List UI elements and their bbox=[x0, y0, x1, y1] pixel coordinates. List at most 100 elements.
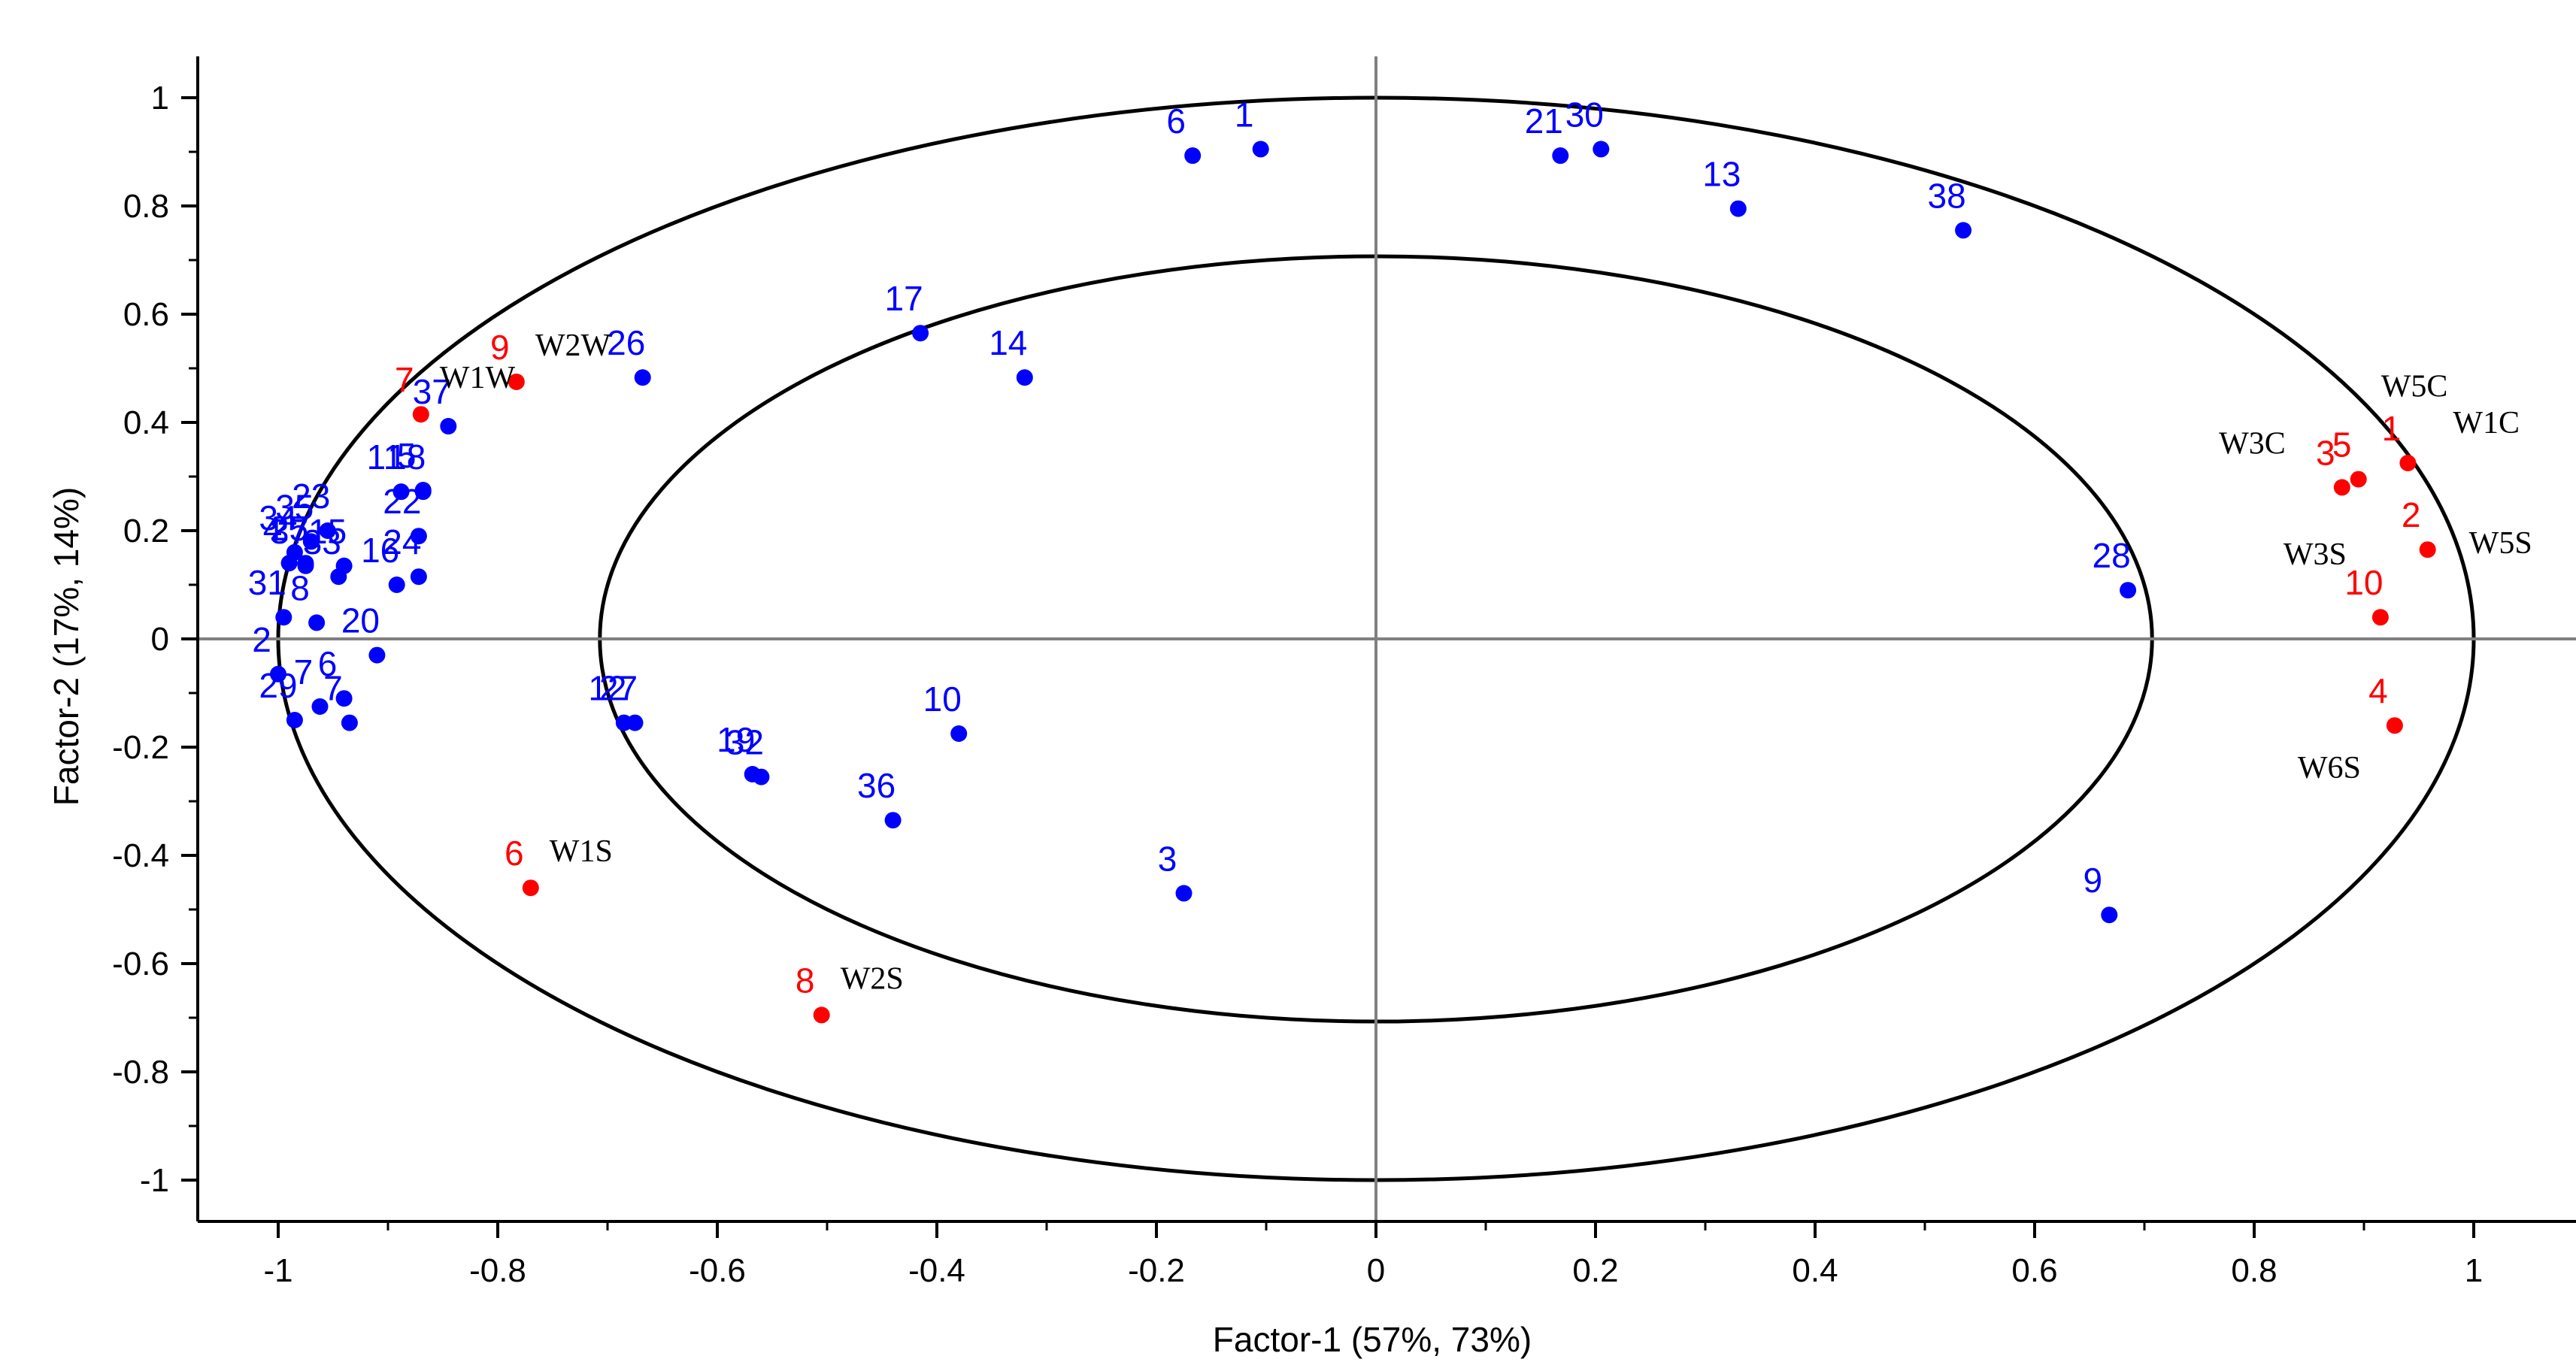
compound-number-label: 29 bbox=[259, 666, 297, 705]
sensor-number-label: 9 bbox=[490, 328, 510, 367]
sensor-point bbox=[2386, 717, 2403, 734]
sensor-name-label: W1S bbox=[550, 834, 613, 869]
compound-number-label: 31 bbox=[248, 563, 286, 602]
compound-point bbox=[410, 528, 427, 545]
y-tick-label: 0 bbox=[151, 621, 169, 658]
x-tick-label: 0.6 bbox=[2011, 1252, 2057, 1289]
compound-number-label: 2 bbox=[252, 620, 271, 659]
x-axis-title: Factor-1 (57%, 73%) bbox=[1213, 1320, 1532, 1359]
x-tick-label: -0.8 bbox=[469, 1252, 526, 1289]
compound-point bbox=[297, 557, 314, 574]
x-tick-label: 0.8 bbox=[2231, 1252, 2277, 1289]
compound-number-label: 36 bbox=[857, 766, 896, 805]
y-tick-label: 0.4 bbox=[123, 404, 169, 441]
sensor-point bbox=[508, 374, 525, 390]
x-tick-label: -1 bbox=[263, 1252, 292, 1289]
compound-point bbox=[2101, 906, 2118, 924]
compound-point bbox=[311, 698, 329, 715]
compound-point bbox=[1729, 200, 1747, 217]
compound-number-label: 14 bbox=[989, 323, 1027, 362]
compound-point bbox=[950, 725, 968, 742]
x-tick-label: 1 bbox=[2465, 1252, 2483, 1289]
y-tick-label: 0.6 bbox=[123, 296, 169, 333]
compound-number-label: 30 bbox=[1565, 95, 1604, 134]
compound-number-label: 3 bbox=[1158, 839, 1177, 878]
y-tick-label: -0.2 bbox=[112, 729, 169, 766]
x-tick-label: 0.4 bbox=[1792, 1252, 1838, 1289]
compound-number-label: 6 bbox=[1166, 101, 1186, 141]
compound-number-label: 5 bbox=[397, 436, 417, 475]
compound-point bbox=[275, 609, 292, 626]
compound-number-label: 17 bbox=[885, 279, 923, 318]
sensor-number-label: 2 bbox=[2402, 495, 2421, 534]
compound-number-label: 21 bbox=[1525, 101, 1563, 141]
sensor-name-label: W2S bbox=[841, 961, 904, 996]
y-tick-label: 1 bbox=[151, 80, 169, 117]
compound-point bbox=[440, 418, 457, 435]
compound-number-label: 23 bbox=[292, 477, 330, 516]
compound-point bbox=[302, 533, 320, 550]
sensor-number-label: 7 bbox=[395, 360, 414, 399]
sensor-number-label: 3 bbox=[2316, 433, 2335, 472]
compound-number-label: 33 bbox=[303, 522, 341, 561]
compound-number-label: 37 bbox=[270, 512, 308, 551]
sensor-point bbox=[412, 406, 429, 423]
y-tick-label: -0.4 bbox=[112, 837, 169, 874]
sensor-name-label: W3C bbox=[2219, 426, 2286, 461]
y-tick-label: 0.8 bbox=[123, 188, 169, 225]
data-points bbox=[270, 141, 2436, 1024]
compound-number-label: 20 bbox=[341, 601, 380, 640]
y-tick-label: 0.2 bbox=[123, 513, 169, 549]
compound-point bbox=[912, 325, 929, 342]
compound-number-label: 9 bbox=[2083, 861, 2102, 900]
sensor-point bbox=[2371, 609, 2389, 626]
compound-number-label: 27 bbox=[599, 669, 638, 708]
compound-point bbox=[753, 768, 770, 785]
compound-point bbox=[634, 369, 651, 386]
x-tick-label: 0.2 bbox=[1572, 1252, 1618, 1289]
sensor-name-label: W6S bbox=[2298, 751, 2361, 785]
sensor-name-label: W1W bbox=[440, 361, 516, 395]
compound-point bbox=[414, 483, 432, 501]
compound-number-label: 32 bbox=[726, 723, 764, 762]
compound-point bbox=[1593, 141, 1610, 158]
compound-number-label: 34 bbox=[259, 498, 297, 537]
compound-point bbox=[1184, 147, 1202, 165]
y-tick-label: -0.8 bbox=[112, 1054, 169, 1091]
tick-marks bbox=[181, 96, 2475, 1238]
x-tick-label: -0.2 bbox=[1128, 1252, 1185, 1289]
x-tick-label: 0 bbox=[1367, 1252, 1385, 1289]
compound-point bbox=[280, 555, 298, 572]
x-tick-label: -0.4 bbox=[908, 1252, 965, 1289]
compound-number-label: 18 bbox=[387, 437, 426, 477]
compound-number-label: 8 bbox=[290, 568, 310, 607]
sensor-number-label: 5 bbox=[2332, 425, 2352, 465]
sensor-name-label: W1C bbox=[2453, 406, 2520, 440]
compound-number-label: 13 bbox=[1702, 155, 1741, 194]
sensor-point bbox=[2419, 541, 2436, 558]
sensor-number-label: 1 bbox=[2382, 409, 2402, 448]
compound-point bbox=[2120, 582, 2137, 599]
compound-number-label: 10 bbox=[923, 679, 962, 719]
compound-number-label: 15 bbox=[308, 512, 347, 551]
sensor-number-label: 10 bbox=[2344, 563, 2383, 602]
compound-point bbox=[1552, 147, 1569, 165]
sensor-name-label: W3S bbox=[2284, 537, 2347, 572]
y-tick-label: -0.6 bbox=[112, 946, 169, 982]
sensor-number-label: 6 bbox=[505, 834, 524, 873]
sensor-point bbox=[2333, 479, 2350, 496]
compound-point bbox=[1955, 222, 1972, 239]
tick-labels: -1 -0.8 -0.6 -0.4 -0.2 0 0.2 0.4 0.6 0.8 1 1 0.8 0.6 0… bbox=[112, 80, 2483, 1289]
compound-number-label: 35 bbox=[275, 487, 314, 526]
sensor-name-label: W2W bbox=[535, 328, 611, 363]
compound-point bbox=[1175, 885, 1193, 902]
compound-point bbox=[270, 665, 286, 682]
compound-point bbox=[341, 714, 358, 731]
y-axis-title: Factor-2 (17%, 14%) bbox=[47, 487, 86, 806]
compound-point bbox=[335, 557, 353, 574]
compound-number-label: 16 bbox=[361, 531, 399, 570]
compound-point bbox=[615, 714, 632, 731]
compound-point bbox=[335, 690, 353, 707]
compound-number-label: 38 bbox=[1928, 176, 1966, 215]
sensor-point bbox=[522, 879, 539, 897]
